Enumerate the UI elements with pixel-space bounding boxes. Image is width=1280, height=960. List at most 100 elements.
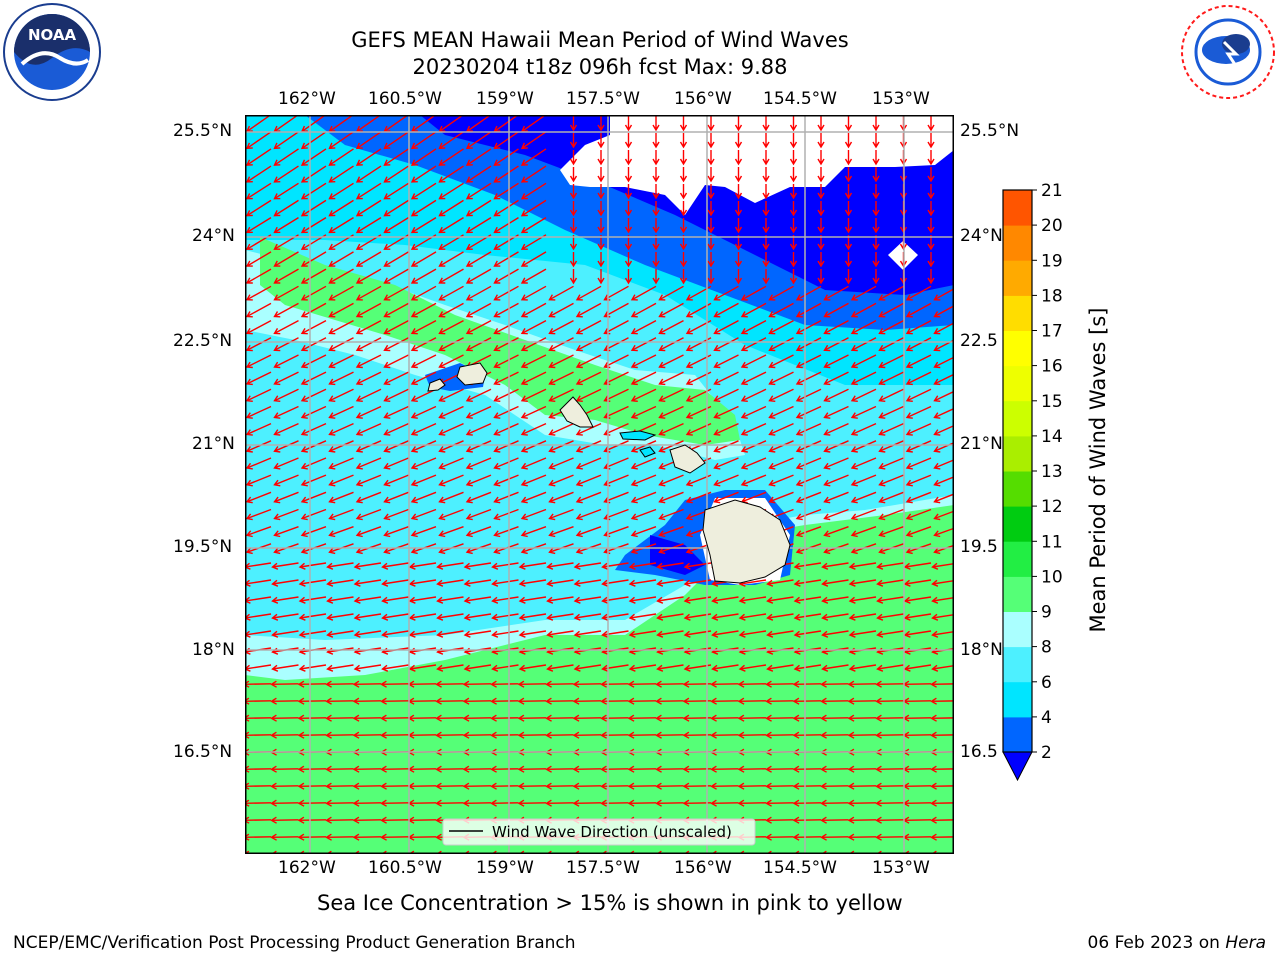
wind-arrow	[270, 680, 299, 688]
wind-arrow	[575, 302, 602, 318]
wind-arrow	[575, 319, 602, 335]
wind-arrow	[624, 167, 633, 183]
wind-arrow	[927, 218, 935, 234]
wind-arrow	[630, 371, 657, 386]
wind-arrow	[493, 319, 519, 335]
wind-arrow	[792, 765, 822, 773]
wind-arrow	[628, 596, 657, 604]
wind-arrow	[766, 596, 794, 604]
wind-arrow	[679, 184, 688, 200]
wind-arrow	[795, 405, 822, 419]
wind-arrow	[462, 697, 492, 705]
wind-arrow	[518, 613, 547, 621]
wind-arrow	[876, 664, 904, 672]
wind-arrow	[438, 217, 464, 234]
wind-arrow	[792, 714, 822, 722]
wind-arrow	[793, 579, 822, 587]
wind-arrow	[844, 133, 853, 149]
wind-arrow	[353, 613, 382, 621]
wind-arrow	[352, 714, 382, 722]
island-molokai	[619, 430, 657, 441]
wind-arrow	[820, 680, 849, 688]
wind-arrow	[707, 150, 715, 166]
wind-arrow	[792, 782, 822, 790]
wind-arrow	[438, 199, 464, 217]
island-lanai	[639, 446, 656, 458]
wind-arrow	[844, 150, 853, 166]
wind-arrow	[740, 457, 767, 470]
wind-arrow	[465, 148, 492, 166]
wind-arrow	[628, 579, 657, 587]
island-oahu	[559, 396, 594, 428]
wind-arrow	[624, 201, 633, 217]
wind-arrow	[658, 354, 684, 369]
wind-arrow	[740, 371, 767, 386]
wind-arrow	[462, 799, 492, 807]
wind-arrow	[438, 508, 464, 521]
wind-arrow	[878, 422, 904, 436]
colorbar-band	[1003, 400, 1032, 437]
colorbar-tick-label: 14	[1041, 427, 1063, 447]
wind-arrow	[465, 491, 492, 504]
wind-arrow	[273, 422, 299, 436]
wind-arrow	[658, 526, 684, 538]
wind-arrow	[766, 579, 794, 587]
wind-arrow	[740, 422, 767, 436]
lat-left-25.5n: 25.5°N	[173, 121, 233, 141]
wind-arrow	[734, 167, 743, 183]
wind-arrow	[734, 116, 743, 132]
wind-arrow	[271, 562, 299, 570]
wind-arrow	[355, 337, 382, 352]
wind-arrow	[658, 337, 684, 352]
wind-arrow	[328, 182, 354, 200]
wind-arrow	[328, 217, 354, 234]
wind-arrow	[795, 526, 822, 538]
wind-arrow	[298, 579, 327, 587]
wind-arrow	[270, 765, 299, 773]
wind-arrow	[762, 201, 770, 217]
wind-arrow	[624, 218, 633, 234]
colorbar-tick-label: 10	[1041, 567, 1063, 587]
wind-arrow	[740, 354, 767, 369]
wind-arrow	[297, 816, 327, 824]
wind-arrow	[465, 337, 492, 352]
colorbar-under-triangle	[1002, 751, 1033, 782]
wind-arrow	[768, 388, 794, 402]
wind-arrow	[630, 405, 657, 419]
wind-arrow	[273, 131, 299, 150]
wind-arrow	[821, 596, 849, 604]
wind-arrow	[493, 268, 519, 284]
wind-arrow	[355, 388, 382, 402]
wind-arrow	[273, 508, 299, 521]
colorbar-tick-label: 2	[1041, 743, 1052, 763]
wind-arrow	[465, 131, 492, 150]
wind-arrow	[817, 269, 825, 285]
colorbar-tick-label: 11	[1041, 532, 1063, 552]
lon-top-157.5w: 157.5°W	[566, 89, 640, 109]
wind-arrow	[245, 457, 272, 470]
wind-arrow	[711, 630, 739, 638]
wind-arrow	[876, 613, 904, 621]
wind-arrow	[765, 731, 794, 739]
wind-arrow	[300, 268, 327, 284]
wind-arrow	[875, 680, 904, 688]
wind-arrow	[245, 337, 272, 352]
wind-arrow	[850, 491, 877, 504]
wind-arrow	[273, 251, 299, 267]
wind-arrow	[517, 714, 547, 722]
wind-arrow	[300, 285, 327, 301]
chart-title: GEFS MEAN Hawaii Mean Period of Wind Wav…	[351, 28, 849, 52]
wind-arrow	[383, 148, 409, 166]
wind-arrow	[271, 596, 299, 604]
wind-arrow	[903, 596, 932, 604]
wind-arrow	[847, 833, 877, 841]
wind-arrow	[328, 165, 354, 183]
wind-arrow	[520, 148, 547, 166]
wind-arrow	[435, 680, 464, 688]
wind-arrow	[410, 457, 437, 470]
wind-arrow	[355, 302, 382, 318]
wind-arrow	[517, 799, 547, 807]
colorbar-band	[1003, 646, 1032, 683]
wind-arrow	[545, 714, 574, 722]
wind-arrow	[823, 388, 849, 402]
